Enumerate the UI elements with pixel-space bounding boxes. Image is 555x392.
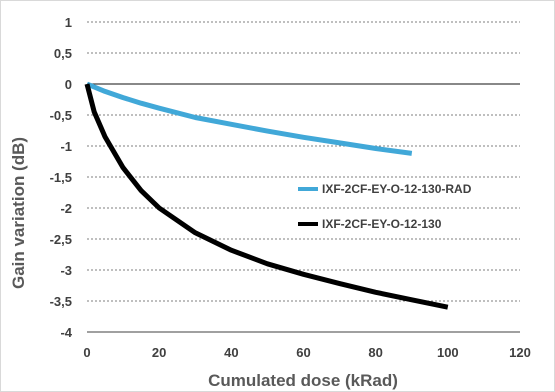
y-tick-label: 1 — [65, 15, 72, 30]
x-tick-label: 40 — [224, 345, 238, 360]
legend: IXF-2CF-EY-O-12-130-RAD IXF-2CF-EY-O-12-… — [298, 182, 472, 231]
y-tick-label: -3,5 — [50, 294, 72, 309]
y-tick-label: -1,5 — [50, 170, 72, 185]
legend-label-rad: IXF-2CF-EY-O-12-130-RAD — [322, 182, 472, 196]
series-line-1 — [84, 83, 449, 310]
y-tick-labels: 1 0,5 0 -0,5 -1 -1,5 -2 -2,5 -3 -3,5 -4 — [50, 15, 73, 340]
x-tick-label: 100 — [437, 345, 459, 360]
y-tick-label: -2,5 — [50, 232, 72, 247]
legend-label-base: IXF-2CF-EY-O-12-130 — [322, 217, 442, 231]
y-tick-label: -3 — [60, 263, 72, 278]
y-tick-label: 0,5 — [54, 46, 72, 61]
y-tick-label: -4 — [60, 325, 72, 340]
x-tick-label: 20 — [152, 345, 166, 360]
x-tick-label: 80 — [368, 345, 382, 360]
y-tick-label: -0,5 — [50, 108, 72, 123]
series-line-0 — [86, 81, 413, 156]
x-tick-label: 60 — [296, 345, 310, 360]
y-tick-label: -1 — [60, 139, 72, 154]
y-axis-title: Gain variation (dB) — [9, 137, 28, 289]
x-tick-label: 120 — [509, 345, 531, 360]
x-tick-label: 0 — [83, 345, 90, 360]
x-axis-title: Cumulated dose (kRad) — [208, 371, 398, 390]
series-lines — [84, 81, 449, 310]
grid-lines — [87, 21, 520, 302]
y-tick-label: -2 — [60, 201, 72, 216]
x-tick-labels: 0 20 40 60 80 100 120 — [83, 345, 530, 360]
y-tick-label: 0 — [65, 77, 72, 92]
